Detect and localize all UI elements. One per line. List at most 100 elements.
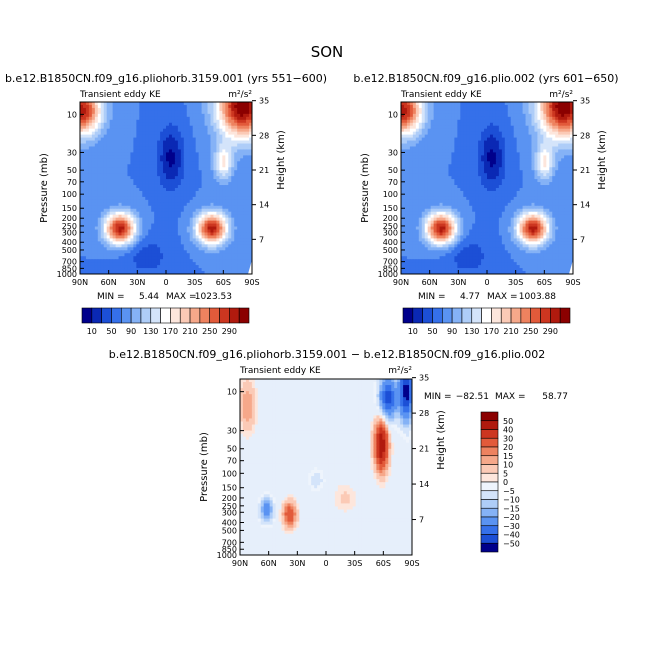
heatmap-cell: [222, 229, 226, 233]
heatmap-cell: [180, 182, 185, 186]
heatmap-cell: [567, 116, 571, 121]
heatmap-cell: [243, 193, 247, 198]
heatmap-cell: [225, 167, 229, 171]
heatmap-cell: [154, 196, 158, 201]
heatmap-cell: [154, 220, 158, 224]
heatmap-cell: [427, 155, 432, 159]
heatmap-cell: [495, 149, 500, 153]
heatmap-cell: [142, 235, 146, 239]
heatmap-cell: [174, 253, 179, 257]
heatmap-cell: [97, 119, 102, 124]
heatmap-cell: [216, 271, 220, 275]
heatmap-cell: [151, 158, 155, 162]
heatmap-cell: [91, 158, 96, 162]
heatmap-cell: [109, 125, 114, 130]
heatmap-cell: [513, 134, 518, 138]
heatmap-cell: [424, 158, 429, 162]
heatmap-cell: [80, 220, 84, 224]
heatmap-cell: [513, 167, 518, 171]
heatmap-cell: [160, 170, 164, 174]
heatmap-cell: [112, 259, 116, 263]
heatmap-cell: [133, 268, 137, 272]
heatmap-cell: [148, 110, 152, 115]
heatmap-cell: [234, 238, 238, 242]
heatmap-cell: [160, 119, 164, 124]
heatmap-cell: [240, 253, 244, 257]
colorbar-swatch: [219, 307, 230, 324]
heatmap-cell: [237, 173, 241, 177]
heatmap-cell: [115, 262, 119, 266]
heatmap-cell: [246, 232, 250, 236]
heatmap-cell: [100, 241, 105, 245]
heatmap-cell: [540, 152, 544, 156]
heatmap-cell: [174, 271, 179, 275]
heatmap-cell: [136, 229, 140, 233]
heatmap-cell: [127, 202, 131, 207]
heatmap-cell: [481, 170, 485, 174]
heatmap-cell: [234, 143, 238, 147]
heatmap-cell: [201, 217, 205, 222]
heatmap-cell: [124, 268, 128, 272]
heatmap-cell: [130, 140, 134, 144]
heatmap-cell: [136, 152, 140, 156]
heatmap-cell: [222, 119, 226, 124]
heatmap-cell: [85, 208, 90, 213]
heatmap-cell: [498, 110, 503, 115]
heatmap-cell: [225, 229, 229, 233]
heatmap-cell: [492, 122, 497, 127]
heatmap-cell: [151, 214, 155, 219]
heatmap-cell: [228, 119, 232, 124]
heatmap-cell: [166, 176, 170, 180]
heatmap-cell: [163, 167, 167, 171]
heatmap-cell: [97, 220, 102, 224]
heatmap-cell: [106, 104, 111, 109]
heatmap-cell: [249, 190, 253, 195]
heatmap-cell: [219, 161, 223, 165]
heatmap-cell: [433, 107, 437, 112]
heatmap-cell: [177, 176, 182, 180]
heatmap-cell: [94, 125, 99, 130]
heatmap-cell: [570, 158, 574, 162]
heatmap-cell: [157, 223, 161, 227]
heatmap-cell: [106, 149, 111, 153]
heatmap-cell: [80, 265, 84, 269]
heatmap-cell: [201, 182, 205, 186]
heatmap-cell: [183, 137, 188, 141]
heatmap-cell: [228, 271, 232, 275]
heatmap-cell: [177, 110, 182, 115]
heatmap-cell: [237, 158, 241, 162]
heatmap-cell: [570, 113, 574, 118]
heatmap-cell: [246, 146, 250, 150]
heatmap-cell: [112, 128, 116, 133]
heatmap-cell: [189, 122, 194, 127]
heatmap-cell: [112, 220, 116, 224]
heatmap-cell: [168, 125, 173, 130]
heatmap-cell: [552, 143, 556, 147]
heatmap-cell: [94, 244, 99, 248]
heatmap-cell: [210, 146, 214, 150]
heatmap-cell: [463, 137, 467, 141]
heatmap-cell: [240, 137, 244, 141]
heatmap-cell: [513, 116, 518, 121]
heatmap-cell: [115, 149, 119, 153]
heatmap-cell: [198, 202, 202, 207]
heatmap-cell: [166, 199, 170, 204]
heatmap-cell: [189, 223, 194, 227]
heatmap-cell: [100, 188, 105, 192]
heatmap-cell: [421, 179, 426, 183]
heatmap-cell: [495, 164, 500, 168]
panel-2-units-label: m²/s²: [549, 90, 573, 100]
heatmap-cell: [418, 167, 423, 171]
heatmap-cell: [216, 146, 220, 150]
heatmap-cell: [412, 140, 417, 144]
heatmap-cell: [192, 149, 197, 153]
heatmap-cell: [243, 268, 247, 272]
heatmap-cell: [183, 253, 188, 257]
heatmap-cell: [106, 199, 111, 204]
heatmap-cell: [151, 161, 155, 165]
heatmap-cell: [136, 265, 140, 269]
heatmap-cell: [207, 134, 211, 138]
heatmap-cell: [240, 202, 244, 207]
heatmap-cell: [124, 253, 128, 257]
heatmap-cell: [168, 190, 173, 195]
